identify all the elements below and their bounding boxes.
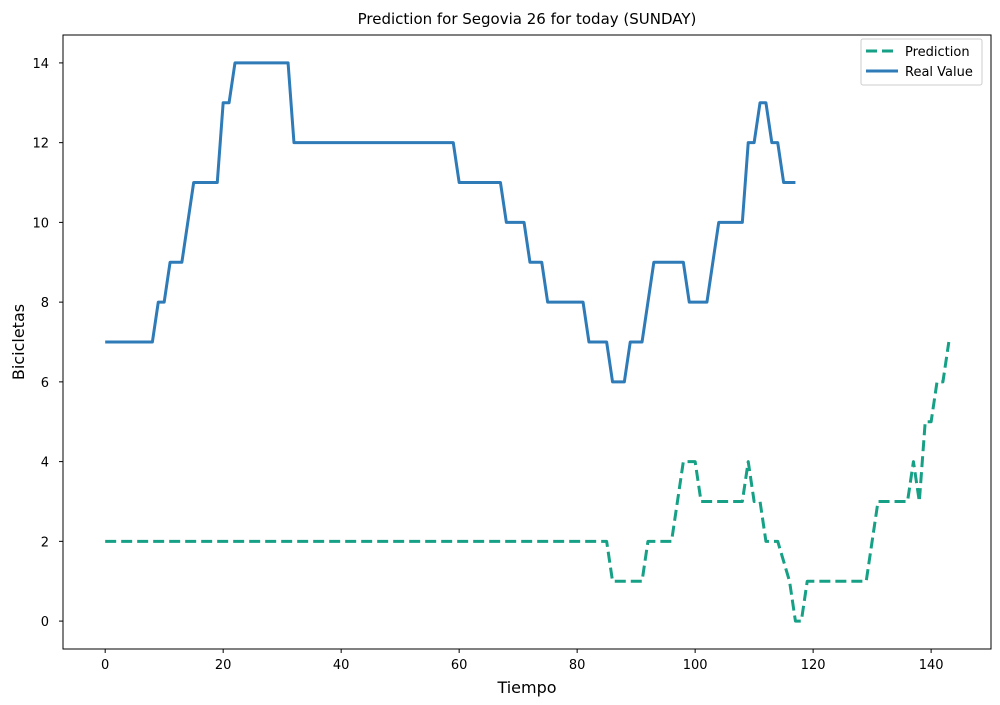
legend-label-real-value: Real Value bbox=[905, 65, 973, 80]
y-tick-label: 4 bbox=[41, 456, 49, 471]
y-tick-label: 0 bbox=[41, 615, 49, 630]
legend: Prediction Real Value bbox=[860, 38, 983, 86]
y-axis-ticks: 0 2 4 6 8 10 12 14 bbox=[32, 57, 63, 630]
x-axis-ticks: 0 20 40 60 80 100 120 140 bbox=[101, 649, 944, 673]
x-tick-label: 120 bbox=[801, 658, 826, 673]
x-tick-label: 140 bbox=[919, 658, 944, 673]
x-tick-label: 80 bbox=[569, 658, 586, 673]
chart-title: Prediction for Segovia 26 for today (SUN… bbox=[358, 10, 697, 28]
series-line-prediction bbox=[105, 341, 951, 623]
y-tick-label: 6 bbox=[41, 376, 49, 391]
x-tick-label: 20 bbox=[215, 658, 232, 673]
y-tick-label: 10 bbox=[32, 216, 49, 231]
x-tick-label: 60 bbox=[451, 658, 468, 673]
y-axis-label: Bicicletas bbox=[9, 304, 28, 380]
legend-label-prediction: Prediction bbox=[905, 45, 970, 60]
x-tick-label: 100 bbox=[683, 658, 708, 673]
series-line-real-value bbox=[105, 61, 796, 384]
series-layer bbox=[105, 61, 951, 623]
x-axis-label: Tiempo bbox=[496, 678, 556, 697]
y-tick-label: 8 bbox=[41, 296, 49, 311]
x-tick-label: 40 bbox=[333, 658, 350, 673]
x-tick-label: 0 bbox=[101, 658, 109, 673]
plot-area bbox=[62, 34, 992, 650]
y-tick-label: 12 bbox=[32, 137, 49, 152]
y-tick-label: 14 bbox=[32, 57, 49, 72]
y-tick-label: 2 bbox=[41, 535, 49, 550]
